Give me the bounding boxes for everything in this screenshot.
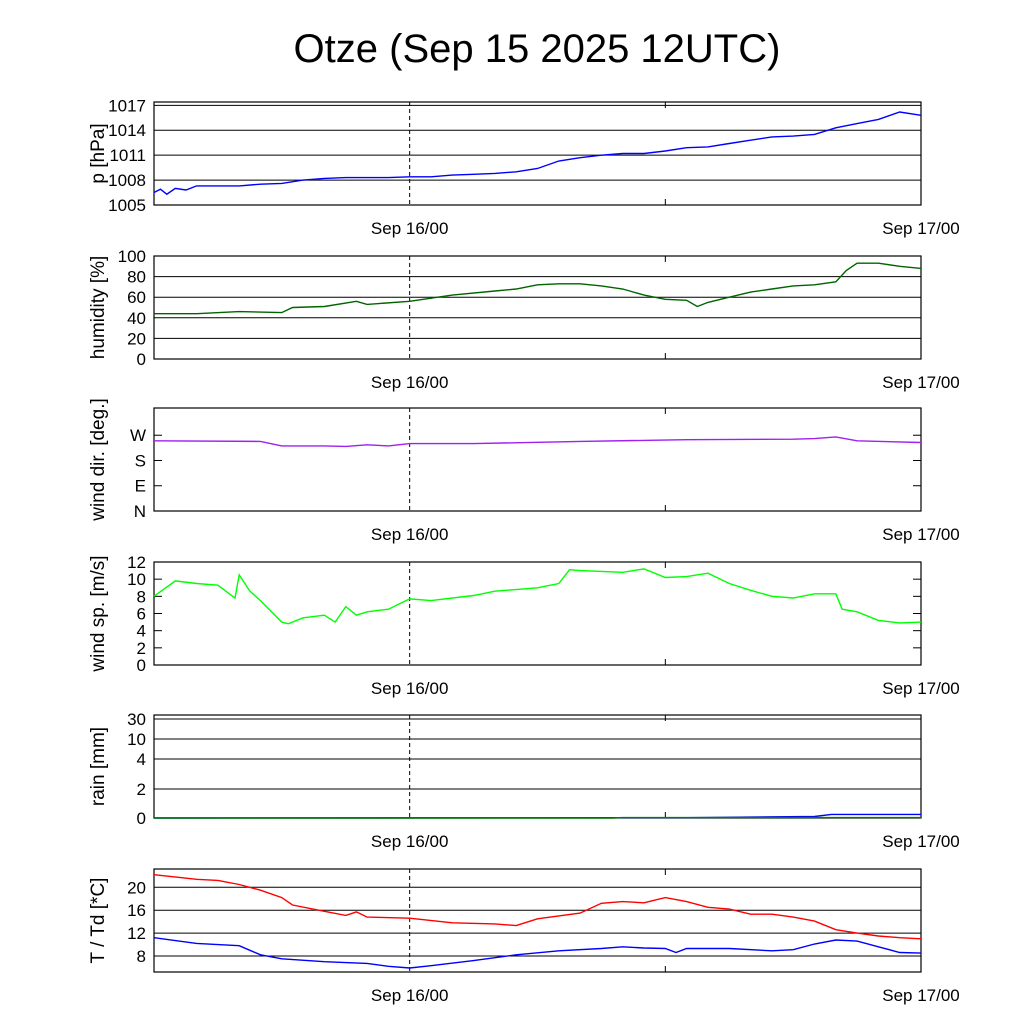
y-axis-label: wind dir. [deg.] — [88, 398, 109, 522]
y-tick-label: 4 — [137, 750, 146, 769]
x-tick-label: Sep 16/00 — [371, 373, 449, 392]
x-tick-label: Sep 16/00 — [371, 832, 449, 851]
y-tick-label: 0 — [137, 809, 146, 828]
y-tick-label: 10 — [127, 570, 146, 589]
y-tick-label: 1008 — [108, 171, 146, 190]
y-tick-label: 16 — [127, 901, 146, 920]
y-tick-label: 100 — [118, 247, 146, 266]
y-tick-label: 2 — [137, 639, 146, 658]
y-tick-label: 8 — [137, 587, 146, 606]
x-tick-label: Sep 17/00 — [882, 986, 960, 1005]
y-axis-label: p [hPa] — [88, 123, 109, 183]
y-axis-label: rain [mm] — [88, 727, 109, 806]
y-axis-label: humidity [%] — [88, 256, 109, 359]
series-line-pressure — [153, 111, 922, 196]
y-tick-label: 12 — [127, 924, 146, 943]
y-tick-label: S — [135, 451, 146, 470]
y-axis-label: wind sp. [m/s] — [88, 555, 109, 672]
plot-frame — [153, 101, 922, 206]
y-tick-label: 1005 — [108, 196, 146, 215]
y-tick-label: 12 — [127, 553, 146, 572]
y-tick-label: 8 — [137, 947, 146, 966]
x-tick-label: Sep 17/00 — [882, 525, 960, 544]
y-tick-label: 40 — [127, 309, 146, 328]
y-tick-label: 10 — [127, 730, 146, 749]
x-tick-label: Sep 17/00 — [882, 373, 960, 392]
x-tick-label: Sep 16/00 — [371, 525, 449, 544]
y-tick-label: N — [134, 502, 146, 521]
series-line-td — [153, 937, 922, 969]
y-tick-label: 2 — [137, 780, 146, 799]
y-tick-label: 1017 — [108, 96, 146, 115]
y-tick-label: 0 — [137, 350, 146, 369]
plot-frame — [153, 407, 922, 512]
series-line-humidity — [154, 262, 922, 315]
plot-frame — [153, 561, 922, 666]
x-tick-label: Sep 17/00 — [882, 679, 960, 698]
y-tick-label: E — [135, 477, 146, 496]
y-tick-label: 1014 — [108, 121, 146, 140]
x-tick-label: Sep 17/00 — [882, 219, 960, 238]
chart-title: Otze (Sep 15 2025 12UTC) — [294, 27, 781, 71]
y-tick-label: 1011 — [109, 146, 146, 165]
plot-frame — [153, 714, 922, 819]
x-tick-label: Sep 16/00 — [371, 219, 449, 238]
y-tick-label: 60 — [127, 288, 146, 307]
y-tick-label: W — [130, 426, 146, 445]
y-tick-label: 4 — [137, 622, 146, 641]
series-line-wind-speed — [153, 568, 922, 625]
series-line-t — [153, 874, 922, 940]
x-tick-label: Sep 16/00 — [371, 679, 449, 698]
series-line-wind-direction — [153, 436, 922, 448]
y-tick-label: 30 — [127, 710, 146, 729]
y-tick-label: 20 — [127, 878, 146, 897]
y-tick-label: 20 — [127, 329, 146, 348]
y-tick-label: 6 — [137, 605, 146, 624]
x-tick-label: Sep 17/00 — [882, 832, 960, 851]
y-axis-label: T / Td [*C] — [88, 878, 109, 964]
panel-pressure: 1005 1008 1011 1014 1017 p [hPa] Sep 16/00 Sep … — [88, 96, 960, 238]
y-tick-label: 80 — [127, 268, 146, 287]
plot-frame — [153, 255, 922, 360]
y-tick-label: 0 — [137, 656, 146, 675]
panel-temperature: 8 12 16 20 T / Td [*C] Sep 16/00 Sep 17/00 — [88, 868, 960, 1005]
x-tick-label: Sep 16/00 — [371, 986, 449, 1005]
plot-frame — [153, 868, 922, 973]
